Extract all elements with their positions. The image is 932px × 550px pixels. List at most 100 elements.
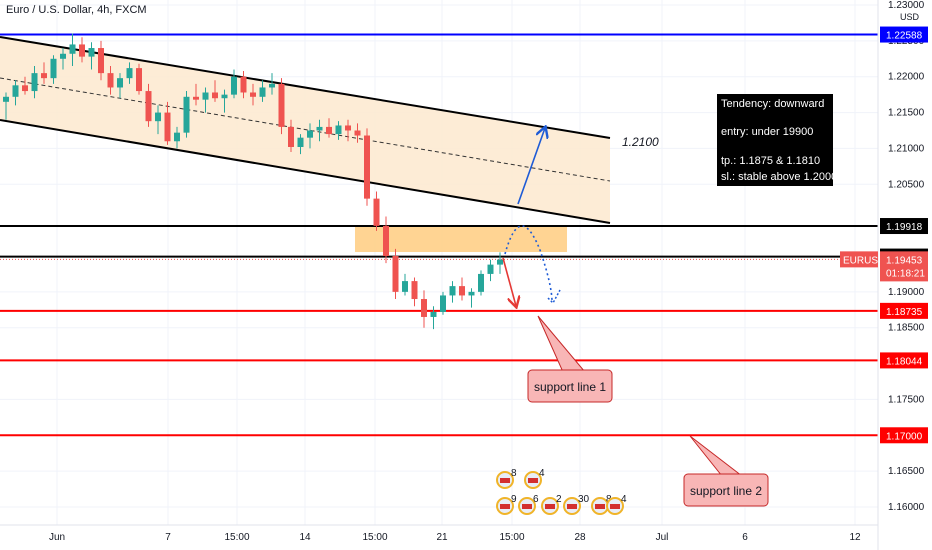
countdown-label: 01:18:21: [886, 268, 925, 279]
candle-body: [98, 48, 104, 74]
candle: [117, 73, 123, 99]
price-axis[interactable]: 1.16000 1.16500 1.17500 1.18500 1.19000 1.205…: [888, 0, 925, 513]
candle: [383, 216, 389, 264]
supply-zone: [355, 226, 567, 252]
candle-body: [269, 83, 275, 88]
symbol-tag-label: EURUSD: [843, 255, 885, 266]
candle: [145, 83, 152, 127]
candle-body: [183, 96, 190, 133]
flag-stripe: [522, 504, 532, 509]
callout-1-label: support line 1: [534, 380, 606, 394]
candle: [307, 123, 313, 149]
candle: [421, 290, 427, 328]
event-icon: 4: [524, 468, 545, 489]
time-tick: Jun: [49, 532, 65, 543]
event-icon: 9: [496, 494, 517, 515]
candle-body: [402, 281, 408, 292]
candle: [316, 119, 323, 142]
symbol-title: Euro / U.S. Dollar, 4h, FXCM: [6, 4, 147, 16]
callouts: support line 1 support line 2: [527, 315, 769, 507]
currency-label: USD: [900, 12, 920, 22]
callout-1-pointer: [537, 315, 587, 373]
candle: [430, 306, 437, 330]
candle: [60, 48, 66, 70]
event-count: 4: [539, 468, 545, 479]
candle: [183, 91, 190, 138]
event-icon: 30: [563, 494, 590, 515]
candle-body: [430, 311, 437, 317]
price-tags: 1.199181.194921.187351.180441.170001.225…: [840, 26, 928, 444]
candle: [12, 80, 19, 106]
candle-body: [31, 73, 38, 92]
time-tick: 28: [574, 532, 586, 543]
event-icon: 2: [541, 494, 562, 515]
candle: [3, 92, 9, 120]
candle-body: [392, 256, 399, 292]
channel-mid-line: [0, 77, 611, 182]
candle-body: [60, 53, 66, 59]
candle: [221, 89, 228, 113]
event-count: 6: [533, 494, 539, 505]
candle: [288, 119, 294, 153]
candle-body: [459, 286, 465, 296]
candle: [345, 119, 351, 142]
price-tick: 1.18500: [888, 323, 925, 334]
candle: [69, 33, 76, 66]
candle: [478, 270, 484, 296]
economic-events[interactable]: 849623084: [496, 468, 627, 515]
price-tag-label: 1.18735: [886, 307, 923, 318]
price-tag-bg: [880, 26, 928, 43]
info-box-line: sl.: stable above 1.2000: [721, 171, 837, 183]
time-tick: 15:00: [224, 532, 249, 543]
flag-stripe: [567, 504, 577, 509]
candlestick-series: [3, 33, 503, 330]
event-count: 30: [578, 494, 590, 505]
candle-body: [288, 126, 294, 147]
time-axis[interactable]: Jun 7 15:00 14 15:00 21 15:00 28 Jul 6 12: [0, 524, 878, 543]
callout-2-label: support line 2: [690, 484, 762, 498]
arrow-up-target: [517, 128, 545, 205]
candle-body: [50, 58, 57, 79]
entry-zone: [355, 226, 567, 252]
info-box: Tendency: downward entry: under 19900 tp.:…: [717, 94, 837, 186]
candle-body: [136, 68, 142, 92]
candle: [174, 126, 180, 149]
flag-stripe: [610, 504, 620, 509]
candle: [354, 123, 361, 143]
candle-body: [117, 78, 123, 88]
candle-body: [79, 44, 85, 57]
candle: [22, 76, 28, 95]
candle-body: [383, 225, 389, 256]
candle: [269, 73, 275, 95]
event-count: 9: [511, 494, 517, 505]
candle-body: [316, 126, 323, 131]
arrow-down-target: [502, 257, 516, 306]
callout-2-box: [683, 473, 769, 507]
candle-body: [145, 91, 152, 122]
candle-body: [411, 281, 418, 300]
price-tick: 1.23000: [888, 0, 925, 11]
price-tag-label: 1.17000: [886, 431, 923, 442]
time-tick: 7: [165, 532, 171, 543]
candle-body: [41, 73, 47, 79]
candle-body: [421, 299, 427, 317]
candle: [50, 55, 57, 84]
info-box-line: tp.: 1.1875 & 1.1810: [721, 155, 820, 167]
time-tick: Jul: [656, 532, 669, 543]
time-tick: 15:00: [499, 532, 524, 543]
last-price-tag-bg: [880, 251, 928, 282]
candle-body: [364, 135, 370, 199]
event-count: 2: [556, 494, 562, 505]
candle-body: [126, 68, 133, 79]
candle: [98, 40, 104, 81]
candle: [88, 42, 95, 70]
candle: [155, 105, 161, 135]
candle: [79, 37, 85, 63]
event-icon: 8: [496, 468, 517, 489]
candle-body: [193, 96, 199, 100]
event-count: 4: [621, 494, 627, 505]
price-tick: 1.17500: [888, 394, 925, 405]
candle: [193, 83, 199, 106]
time-tick: 21: [436, 532, 448, 543]
